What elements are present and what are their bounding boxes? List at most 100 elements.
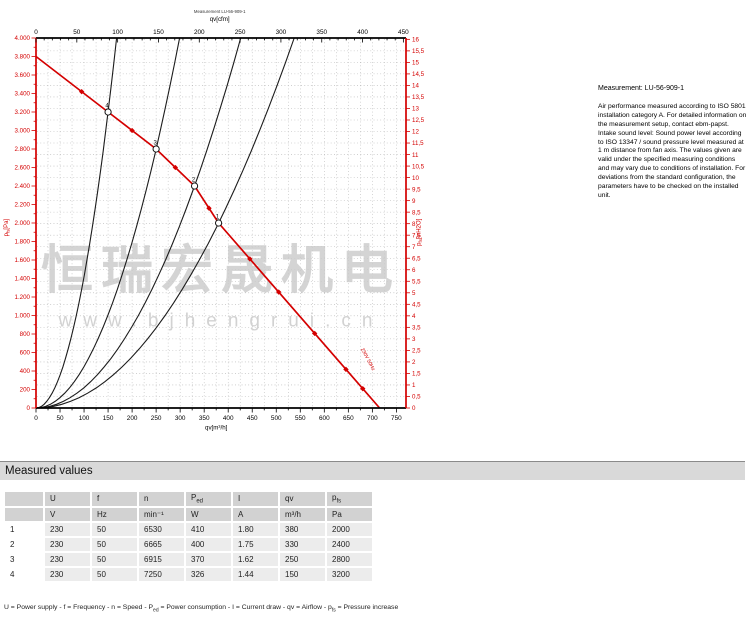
svg-text:200: 200	[194, 29, 205, 36]
watermark-url: www.bjhengrui.cn	[58, 311, 384, 332]
col-header: I	[233, 492, 278, 506]
svg-text:50: 50	[73, 29, 81, 36]
svg-text:600: 600	[319, 415, 330, 422]
row-number: 1	[10, 524, 15, 534]
svg-text:600: 600	[20, 350, 31, 357]
svg-text:15,5: 15,5	[412, 48, 425, 55]
svg-text:750: 750	[391, 415, 402, 422]
row-number: 4	[10, 569, 15, 579]
svg-text:0: 0	[34, 415, 38, 422]
cell-value: 2400	[327, 537, 372, 551]
svg-text:3.800: 3.800	[15, 54, 31, 61]
table-row: 4 230 50 7250 326 1.44 150 3200	[5, 567, 372, 581]
svg-text:1.800: 1.800	[15, 239, 31, 246]
svg-text:4,5: 4,5	[412, 302, 421, 309]
col-header: qv	[280, 492, 325, 506]
chart-top-note: Measurement LU-56-909-1	[194, 9, 246, 14]
cell-value: 2000	[327, 522, 372, 536]
svg-text:14: 14	[412, 83, 419, 90]
col-unit: V	[45, 507, 90, 521]
col-unit: W	[186, 507, 231, 521]
svg-text:3.400: 3.400	[15, 91, 31, 98]
col-header: f	[92, 492, 137, 506]
cell-value: 380	[280, 522, 325, 536]
svg-text:1.400: 1.400	[15, 276, 31, 283]
cell-value: 230	[45, 537, 90, 551]
cell-value: 230	[45, 552, 90, 566]
cell-value: 326	[186, 567, 231, 581]
svg-text:9,5: 9,5	[412, 186, 421, 193]
svg-text:4: 4	[412, 313, 416, 320]
svg-text:2.200: 2.200	[15, 202, 31, 209]
svg-text:2.400: 2.400	[15, 183, 31, 190]
svg-text:10: 10	[412, 175, 419, 182]
svg-text:1: 1	[412, 382, 416, 389]
cell-value: 3200	[327, 567, 372, 581]
svg-text:450: 450	[398, 29, 409, 36]
col-header: U	[45, 492, 90, 506]
cell-value: 2800	[327, 552, 372, 566]
svg-text:6: 6	[412, 267, 416, 274]
svg-text:5,5: 5,5	[412, 278, 421, 285]
system-curve-2	[35, 37, 242, 409]
svg-text:500: 500	[271, 415, 282, 422]
svg-text:11: 11	[412, 152, 419, 159]
operating-point-1	[214, 219, 223, 227]
svg-text:400: 400	[357, 29, 368, 36]
measurement-note-title: Measurement: LU-56-909-1	[598, 85, 684, 92]
svg-text:150: 150	[153, 29, 164, 36]
cell-value: 410	[186, 522, 231, 536]
svg-text:7,5: 7,5	[412, 232, 421, 239]
svg-text:0,5: 0,5	[412, 394, 421, 401]
cell-value: 230	[45, 567, 90, 581]
svg-text:200: 200	[127, 415, 138, 422]
svg-text:9: 9	[412, 198, 416, 205]
cell-value: 7250	[139, 567, 184, 581]
svg-text:400: 400	[20, 368, 31, 375]
measurement-note: Measurement: LU-56-909-1 Air performance…	[598, 84, 748, 201]
svg-text:4: 4	[105, 103, 109, 109]
svg-text:12,5: 12,5	[412, 117, 425, 124]
svg-text:50: 50	[56, 415, 64, 422]
col-unit: m³/h	[280, 507, 325, 521]
svg-text:16: 16	[412, 37, 419, 44]
svg-text:10,5: 10,5	[412, 163, 425, 170]
svg-text:250: 250	[151, 415, 162, 422]
cell-value: 150	[280, 567, 325, 581]
air-performance-chart: 恒瑞宏晟机电 www.bjhengrui.cn 1 2 3 4 230V 50Hz 0 50 10…	[0, 0, 460, 445]
svg-text:2: 2	[192, 177, 196, 183]
svg-text:400: 400	[223, 415, 234, 422]
svg-text:6,5: 6,5	[412, 255, 421, 262]
measured-values-header: Measured values	[0, 461, 745, 480]
right-axis-title: pfs[inH2O]	[417, 218, 424, 245]
svg-text:200: 200	[20, 387, 31, 394]
svg-text:3: 3	[153, 140, 157, 146]
svg-text:250: 250	[235, 29, 246, 36]
cell-value: 6915	[139, 552, 184, 566]
cell-value: 50	[92, 537, 137, 551]
operating-point-4	[104, 108, 112, 116]
cell-value: 1.75	[233, 537, 278, 551]
svg-text:14,5: 14,5	[412, 71, 425, 78]
cell-value: 1.80	[233, 522, 278, 536]
watermark-cn: 恒瑞宏晟机电	[41, 242, 401, 300]
col-header	[5, 492, 43, 506]
cell-value: 230	[45, 522, 90, 536]
row-number: 2	[10, 539, 15, 549]
svg-text:0: 0	[412, 405, 416, 412]
col-unit: min⁻¹	[139, 507, 184, 521]
svg-text:2.800: 2.800	[15, 146, 31, 153]
svg-text:3: 3	[412, 336, 416, 343]
svg-text:8: 8	[412, 221, 416, 228]
cell-value: 400	[186, 537, 231, 551]
table-row: 1 230 50 6530 410 1.80 380 2000	[5, 522, 372, 536]
svg-text:3.200: 3.200	[15, 109, 31, 116]
svg-text:1,5: 1,5	[412, 371, 421, 378]
cell-value: 1.62	[233, 552, 278, 566]
svg-text:0: 0	[34, 29, 38, 36]
svg-text:150: 150	[103, 415, 114, 422]
col-unit: Hz	[92, 507, 137, 521]
svg-text:300: 300	[276, 29, 287, 36]
